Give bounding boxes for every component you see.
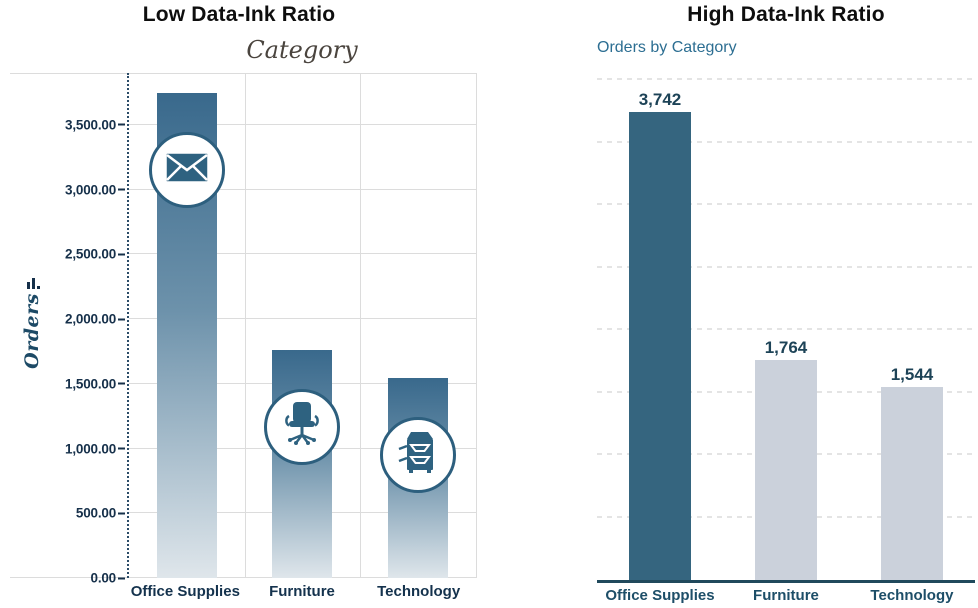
- plot-top-border: [10, 73, 477, 74]
- plot-bottom-border: [10, 577, 477, 578]
- office-chair-icon: [283, 402, 321, 451]
- y-tick-label: 0.00: [91, 571, 125, 586]
- x-axis-labels: Office Supplies Furniture Technology: [127, 583, 477, 600]
- gridline: [360, 73, 362, 578]
- gridline: [597, 140, 975, 143]
- gridline: [244, 73, 246, 578]
- category-label: Furniture: [753, 587, 819, 604]
- y-tick-label: 1,000.00: [65, 441, 125, 456]
- chart-title: High Data-Ink Ratio: [687, 3, 885, 26]
- value-label: 1,764: [764, 337, 808, 357]
- y-tick-label: 500.00: [76, 506, 125, 521]
- high-data-ink-chart: High Data-Ink Ratio Orders by Category 3…: [489, 0, 978, 608]
- bar-technology: [380, 378, 457, 578]
- chart-subtitle: Orders by Category: [597, 39, 737, 56]
- copier-icon: [398, 431, 438, 480]
- plot-area: 3,742 1,764 1,544: [597, 78, 975, 583]
- tick-mark: [118, 577, 125, 579]
- gridline: [129, 318, 476, 320]
- bar-column-office-supplies: 3,742: [597, 80, 723, 580]
- tick-mark: [118, 188, 125, 191]
- gridline: [129, 253, 476, 255]
- y-tick-label: 1,500.00: [65, 376, 125, 391]
- plot-area: [127, 73, 477, 578]
- y-tick-label: 3,500.00: [65, 117, 125, 132]
- bar-column-furniture: 1,764: [723, 80, 849, 580]
- bar-office-supplies: [148, 93, 225, 578]
- icon-medallion: [380, 417, 457, 494]
- category-label: Office Supplies: [605, 587, 715, 604]
- y-tick-label: 2,500.00: [65, 247, 125, 262]
- bar-column-technology: [360, 73, 476, 578]
- y-tick-label: 2,000.00: [65, 312, 125, 327]
- bar-furniture: 1,764: [754, 338, 817, 580]
- category-label: Furniture: [269, 583, 335, 600]
- gridline: [597, 265, 975, 268]
- tick-mark: [118, 123, 125, 126]
- value-label: 3,742: [638, 90, 682, 110]
- tick-mark: [118, 447, 125, 450]
- gridline: [597, 78, 975, 80]
- bar-column-technology: 1,544: [849, 80, 975, 580]
- mini-bar-chart-icon: [27, 276, 41, 294]
- gridline: [129, 123, 476, 125]
- bar-column-office-supplies: [129, 73, 245, 578]
- bar-office-supplies: 3,742: [628, 90, 691, 580]
- chart-title: Low Data-Ink Ratio: [142, 3, 336, 26]
- x-axis-labels: Office Supplies Furniture Technology: [597, 587, 975, 604]
- category-label: Technology: [870, 587, 954, 604]
- bar-column-furniture: [245, 73, 361, 578]
- x-axis-title: Category: [246, 36, 358, 64]
- tick-mark: [118, 318, 125, 321]
- y-axis-tick-labels: 3,500.00 3,000.00 2,500.00 2,000.00 1,50…: [0, 73, 127, 586]
- envelope-icon: [164, 151, 210, 189]
- value-label: 1,544: [890, 365, 934, 384]
- bar-technology: 1,544: [880, 365, 943, 580]
- tick-mark: [118, 512, 125, 515]
- category-label: Technology: [377, 583, 461, 600]
- low-data-ink-chart: Low Data-Ink Ratio Category Orders 3,500…: [0, 3, 477, 600]
- gridline: [597, 328, 975, 330]
- icon-medallion: [148, 132, 225, 209]
- gridline: [129, 188, 476, 190]
- gridline: [597, 203, 975, 205]
- icon-medallion: [264, 388, 341, 465]
- bar-furniture: [264, 349, 341, 578]
- y-tick-label: 3,000.00: [65, 182, 125, 197]
- tick-mark: [118, 253, 125, 256]
- category-label: Office Supplies: [130, 583, 240, 600]
- tick-mark: [118, 382, 125, 385]
